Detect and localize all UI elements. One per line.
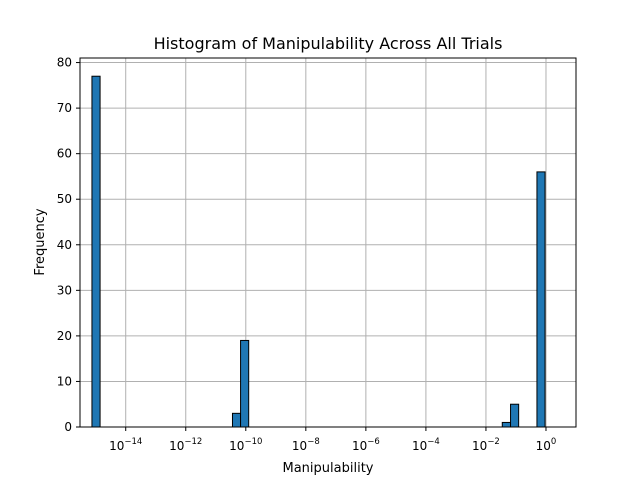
x-tick-base: 10: [169, 439, 184, 453]
y-tick-label: 30: [57, 283, 72, 297]
y-tick-label: 50: [57, 192, 72, 206]
x-tick-exponent: −6: [367, 437, 380, 447]
bars-layer: [91, 75, 546, 428]
histogram-bar: [510, 403, 520, 428]
y-tick-label: 0: [64, 420, 72, 434]
x-tick-base: 10: [229, 439, 244, 453]
chart-title: Histogram of Manipulability Across All T…: [154, 34, 503, 53]
x-tick-base: 10: [536, 439, 551, 453]
x-tick-label: 10−8: [292, 437, 320, 453]
x-tick-label: 10−12: [169, 437, 202, 453]
x-tick-exponent: −2: [487, 437, 500, 447]
x-tick-exponent: −12: [184, 437, 202, 447]
x-tick-base: 10: [412, 439, 427, 453]
y-tick-label: 60: [57, 147, 72, 161]
y-tick-label: 80: [57, 56, 72, 70]
x-tick-base: 10: [472, 439, 487, 453]
x-tick-exponent: −4: [427, 437, 440, 447]
x-tick-label: 10−14: [109, 437, 142, 453]
y-axis-label: Frequency: [33, 208, 48, 275]
x-tick-label: 10−2: [472, 437, 500, 453]
x-tick-exponent: −10: [244, 437, 262, 447]
histogram-bar: [91, 75, 101, 428]
y-tick-label: 20: [57, 329, 72, 343]
x-tick-label: 10−10: [229, 437, 262, 453]
y-tick-label: 10: [57, 374, 72, 388]
x-tick-base: 10: [352, 439, 367, 453]
x-tick-label: 10−4: [412, 437, 440, 453]
histogram-bar: [536, 171, 546, 428]
x-tick-label: 100: [536, 437, 557, 453]
x-tick-exponent: −8: [307, 437, 320, 447]
y-tick-label: 70: [57, 101, 72, 115]
x-tick-exponent: 0: [551, 437, 556, 447]
x-tick-exponent: −14: [124, 437, 142, 447]
plot-frame: [79, 57, 577, 428]
ticks-layer: 10−14 10−12 10−10 10−8 10−6 10−4 10−2 100010203…: [57, 56, 557, 453]
grid-layer: [80, 58, 576, 428]
histogram-bar: [501, 421, 512, 428]
x-tick-label: 10−6: [352, 437, 380, 453]
y-tick-label: 40: [57, 238, 72, 252]
x-tick-base: 10: [292, 439, 307, 453]
x-axis-label: Manipulability: [283, 461, 374, 476]
histogram-bar: [240, 339, 250, 428]
x-tick-base: 10: [109, 439, 124, 453]
histogram-bar: [231, 412, 242, 428]
